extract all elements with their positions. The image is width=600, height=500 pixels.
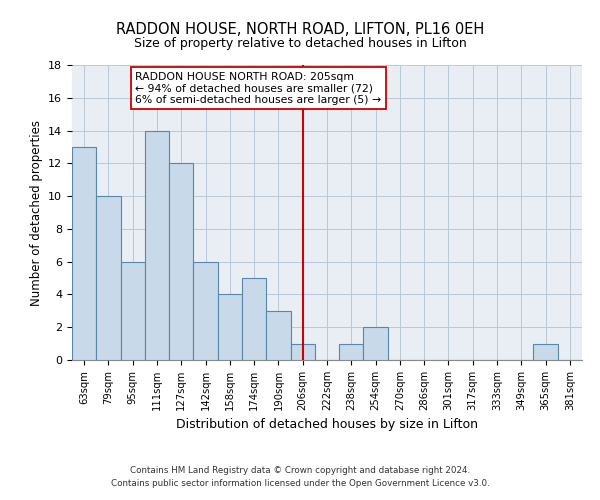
Bar bbox=[533, 344, 558, 360]
Bar bbox=[96, 196, 121, 360]
Y-axis label: Number of detached properties: Number of detached properties bbox=[29, 120, 43, 306]
Bar bbox=[218, 294, 242, 360]
Bar bbox=[145, 130, 169, 360]
Bar bbox=[242, 278, 266, 360]
Text: RADDON HOUSE NORTH ROAD: 205sqm
← 94% of detached houses are smaller (72)
6% of : RADDON HOUSE NORTH ROAD: 205sqm ← 94% of… bbox=[135, 72, 381, 105]
Bar bbox=[193, 262, 218, 360]
X-axis label: Distribution of detached houses by size in Lifton: Distribution of detached houses by size … bbox=[176, 418, 478, 432]
Text: Contains HM Land Registry data © Crown copyright and database right 2024.
Contai: Contains HM Land Registry data © Crown c… bbox=[110, 466, 490, 487]
Bar bbox=[266, 311, 290, 360]
Text: RADDON HOUSE, NORTH ROAD, LIFTON, PL16 0EH: RADDON HOUSE, NORTH ROAD, LIFTON, PL16 0… bbox=[116, 22, 484, 38]
Bar bbox=[72, 147, 96, 360]
Bar bbox=[169, 164, 193, 360]
Bar bbox=[121, 262, 145, 360]
Bar bbox=[364, 327, 388, 360]
Bar bbox=[339, 344, 364, 360]
Text: Size of property relative to detached houses in Lifton: Size of property relative to detached ho… bbox=[134, 38, 466, 51]
Bar bbox=[290, 344, 315, 360]
